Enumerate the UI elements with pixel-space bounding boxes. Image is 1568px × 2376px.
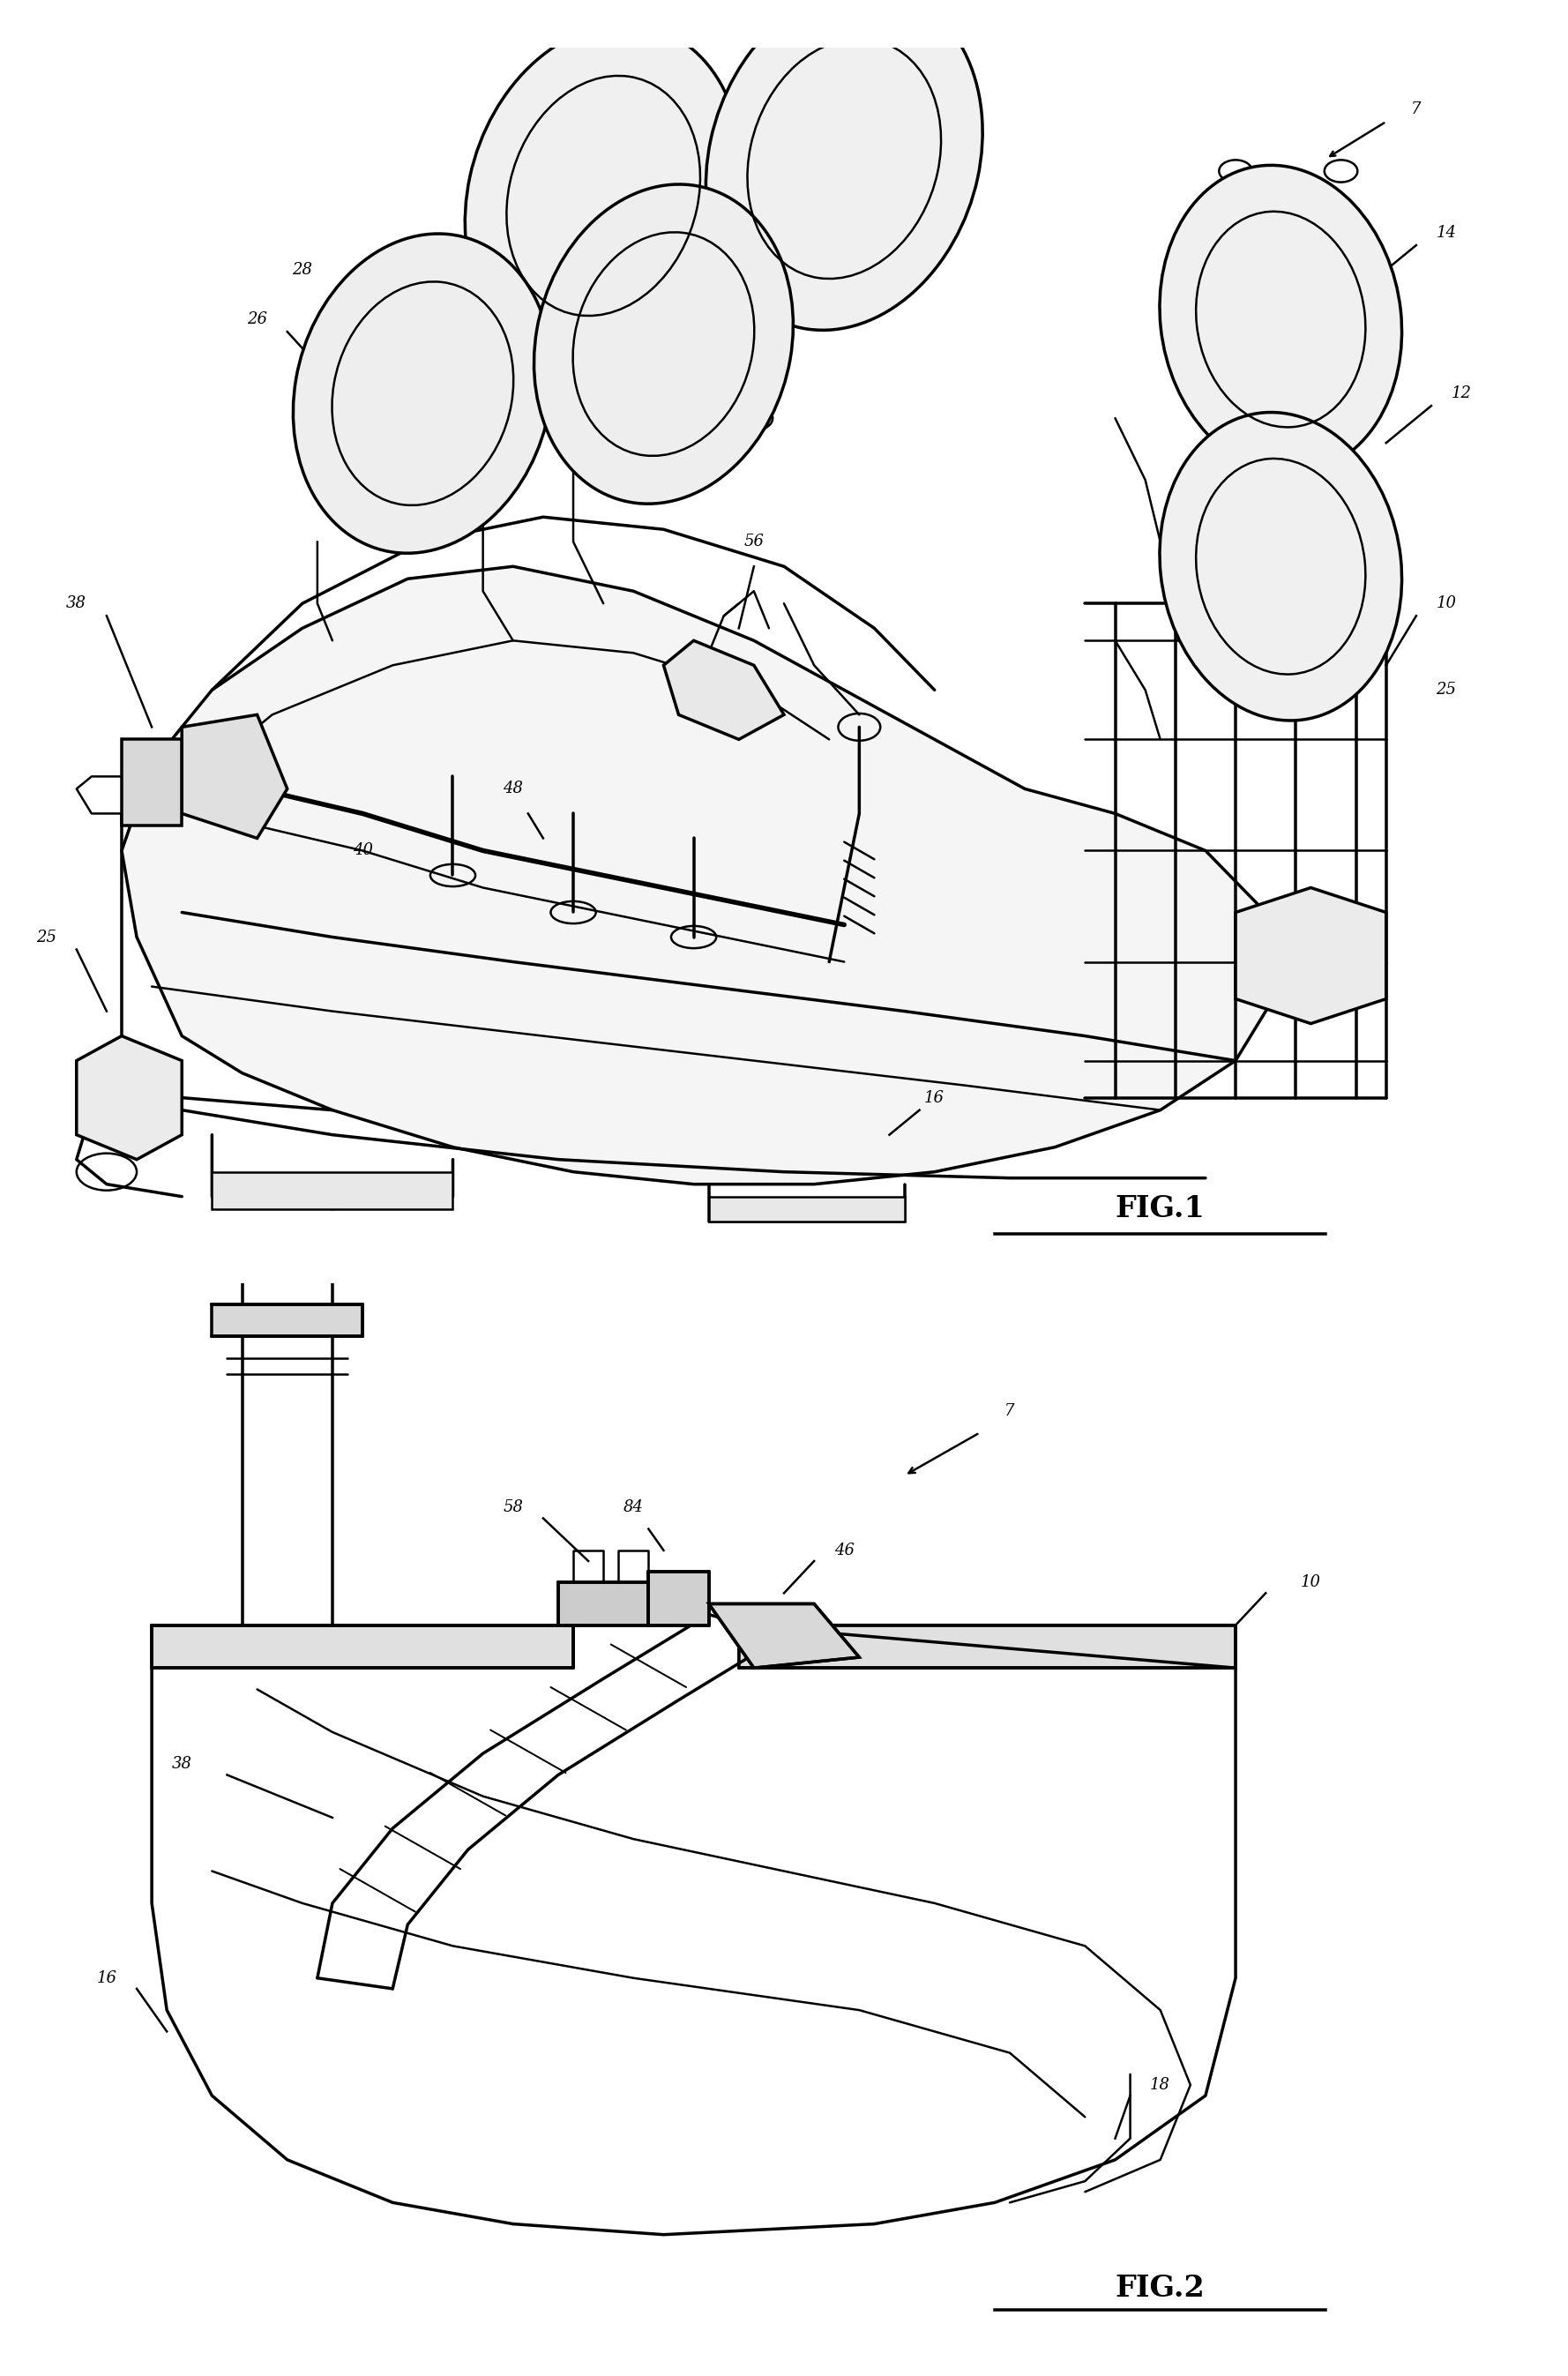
Polygon shape: [122, 565, 1281, 1183]
Text: 25: 25: [36, 929, 56, 946]
Polygon shape: [709, 1604, 859, 1668]
Text: 25: 25: [1436, 682, 1457, 699]
Polygon shape: [649, 1573, 709, 1625]
Text: FIG.2: FIG.2: [1115, 2274, 1206, 2302]
Ellipse shape: [1160, 413, 1402, 720]
Text: 26: 26: [248, 311, 267, 328]
Text: 48: 48: [503, 782, 524, 796]
Ellipse shape: [706, 0, 983, 330]
Polygon shape: [212, 1304, 362, 1335]
Text: 7: 7: [1005, 1404, 1014, 1418]
Text: 16: 16: [925, 1091, 944, 1105]
Polygon shape: [212, 1171, 453, 1209]
Text: 46: 46: [834, 1542, 855, 1559]
Text: 10: 10: [1436, 596, 1457, 611]
Text: 18: 18: [1151, 2077, 1170, 2093]
Text: 10: 10: [1301, 1575, 1320, 1590]
Text: 12: 12: [1452, 385, 1471, 402]
Polygon shape: [739, 1625, 1236, 1668]
Ellipse shape: [293, 233, 552, 554]
Polygon shape: [1236, 889, 1386, 1024]
Text: FIG.1: FIG.1: [1115, 1195, 1206, 1224]
Text: 16: 16: [97, 1970, 116, 1986]
Polygon shape: [77, 1036, 182, 1159]
Text: 38: 38: [66, 596, 86, 611]
Polygon shape: [122, 739, 182, 827]
Text: 28: 28: [292, 261, 312, 278]
Ellipse shape: [1160, 166, 1402, 473]
Polygon shape: [182, 715, 287, 839]
Polygon shape: [152, 1625, 574, 1668]
Ellipse shape: [535, 185, 793, 504]
Text: 84: 84: [624, 1499, 643, 1516]
Text: 58: 58: [503, 1499, 524, 1516]
Text: 38: 38: [172, 1756, 191, 1772]
Polygon shape: [663, 642, 784, 739]
Text: 7: 7: [1411, 102, 1421, 116]
Ellipse shape: [466, 24, 742, 368]
Text: 14: 14: [1436, 226, 1457, 240]
Polygon shape: [709, 1198, 905, 1221]
Text: 40: 40: [353, 843, 373, 858]
Polygon shape: [558, 1582, 649, 1625]
Text: 56: 56: [743, 535, 764, 549]
